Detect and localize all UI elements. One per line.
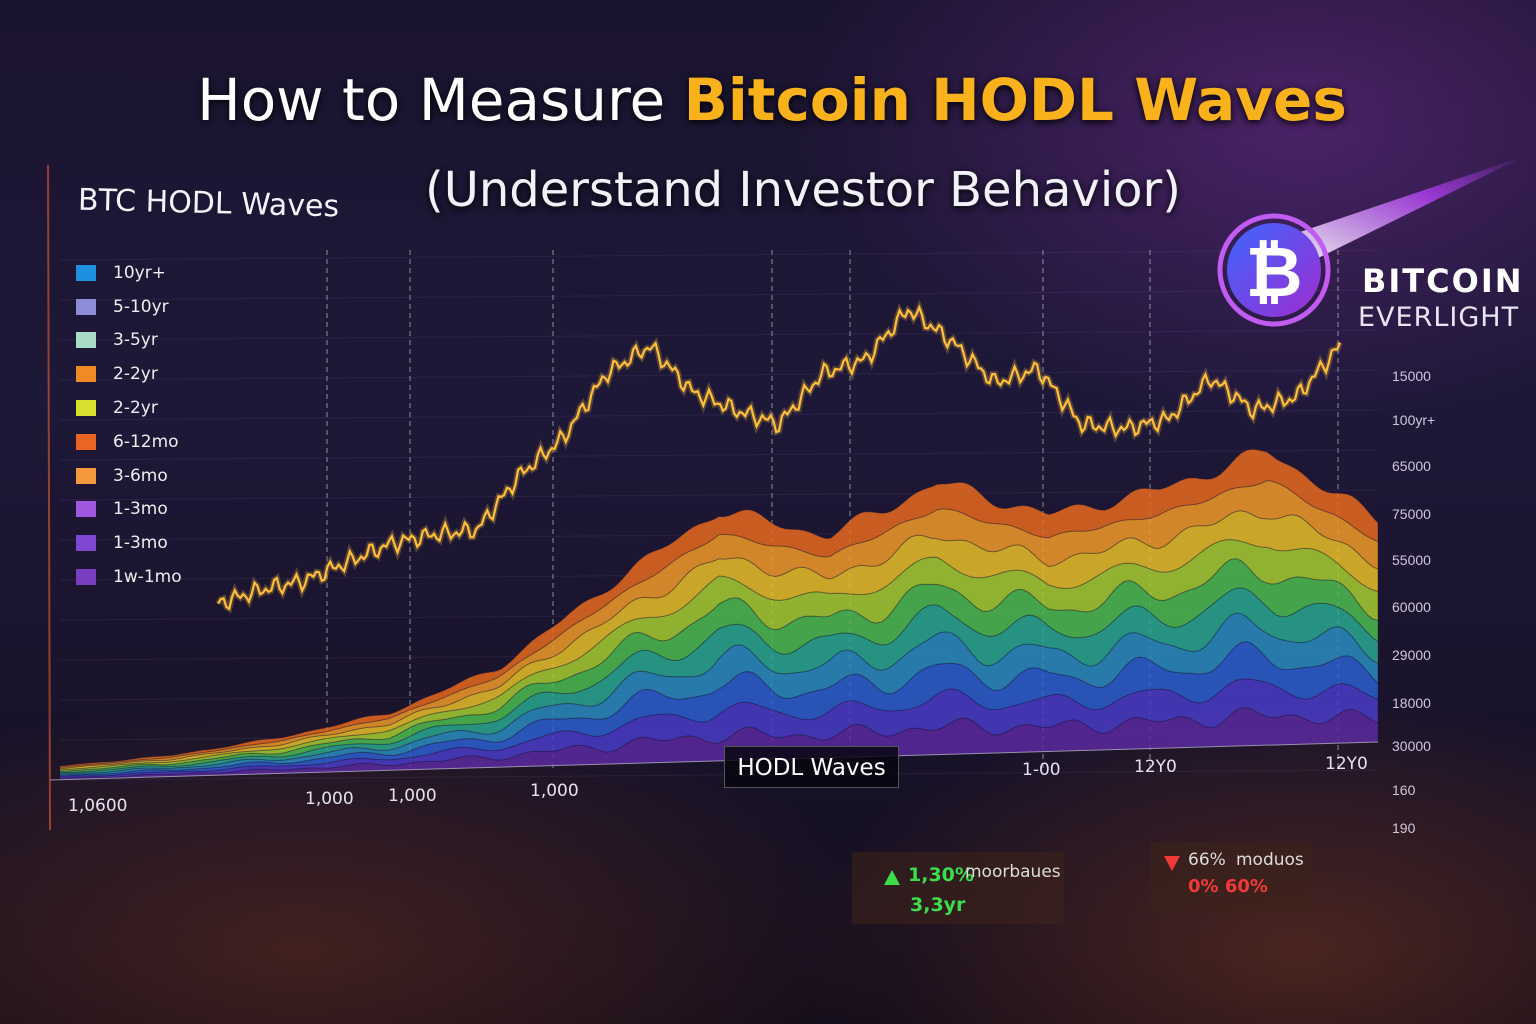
stat-up-value: 1,30% [908,864,974,886]
legend-item: 2-2yr [76,391,182,425]
x-tick-label: 1,000 [305,789,354,809]
legend-swatch [76,264,96,281]
price-line-group [215,299,1343,614]
y-tick-label: 65000 [1392,458,1431,474]
legend-item: 10yr+ [76,256,182,290]
price-line [217,304,1342,611]
hodl-waves-label: HODL Waves [724,746,899,788]
x-tick-label: 1-00 [1022,760,1061,780]
legend-swatch [76,535,96,552]
stacked-bands [59,448,1379,781]
legend-item: 6-12mo [76,425,182,459]
legend-label: 10yr+ [113,262,166,283]
hodl-band [59,448,1379,768]
title-highlight: Bitcoin HODL Waves [683,66,1347,134]
brand-name-line1: BITCOIN [1362,262,1524,300]
legend-label: 6-12mo [113,431,179,452]
x-tick-label: 1,000 [388,786,437,806]
legend-label: 2-2yr [113,398,158,419]
x-tick-label: 12Y0 [1325,754,1368,774]
x-tick-label: 1,000 [530,781,579,801]
y-tick-label: 100yr+ [1392,412,1436,428]
legend-item: 3-6mo [76,459,182,493]
legend-item: 1w-1mo [76,560,182,594]
grid-line-h [59,249,1379,261]
comet-trail [1300,156,1525,262]
grid-line-h [59,289,1379,301]
y-tick-label: 29000 [1392,647,1431,663]
legend-label: 1-3mo [113,533,168,554]
title-plain: How to Measure [197,66,684,134]
y-tick-label: 75000 [1392,506,1431,522]
y-tick-label: 30000 [1392,738,1431,754]
legend-swatch [76,366,96,383]
legend-swatch [76,467,96,484]
legend-label: 1-3mo [113,499,168,520]
y-tick-label: 18000 [1392,695,1431,711]
legend-swatch [76,569,96,586]
x-axis-line [49,741,1379,781]
bitcoin-logo: ₿ [1212,212,1342,336]
page-subtitle: (Understand Investor Behavior) [425,162,1181,218]
legend-label: 5-10yr [113,296,169,317]
grid-line-h [59,329,1379,341]
legend-swatch [76,433,96,450]
grid-line-h [59,769,1379,781]
legend-item: 3-5yr [76,324,182,358]
triangle-down-icon [1164,856,1180,871]
legend-item: 2-2yr [76,357,182,391]
grid-line-h [59,369,1379,381]
stat-down-sub: 0% 60% [1188,876,1268,897]
y-tick-label: 15000 [1392,368,1431,384]
triangle-up-icon [884,870,900,885]
stat-down-label: moduos [1236,850,1304,870]
grid-line-h [59,409,1379,421]
chart-title: BTC HODL Waves [77,182,340,225]
legend-swatch [76,400,96,417]
stat-down-card: 66% moduos 0% 60% [1150,842,1310,912]
stat-up-sub: 3,3yr [910,894,966,916]
legend-label: 3-5yr [113,330,158,351]
page-title: How to Measure Bitcoin HODL Waves [0,66,1536,134]
y-tick-label: 55000 [1392,552,1431,568]
stat-up-label: moorbaues [965,862,1061,882]
legend-label: 2-2yr [113,364,158,385]
legend-label: 3-6mo [113,465,168,486]
legend-swatch [76,501,96,518]
x-tick-label: 12Y0 [1134,757,1177,777]
y-tick-label: 190 [1392,820,1416,836]
legend-label: 1w-1mo [113,567,182,588]
legend-item: 5-10yr [76,290,182,324]
stat-up-card: 1,30% moorbaues 3,3yr [852,852,1064,924]
brand-name-line2: EVERLIGHT [1358,302,1520,333]
x-tick-label: 1,0600 [68,796,128,816]
chart-left-axis [47,164,51,831]
y-tick-label: 160 [1392,782,1416,798]
legend-swatch [76,298,96,315]
y-tick-label: 60000 [1392,599,1431,615]
legend-swatch [76,332,96,349]
grid-line-h [59,449,1379,461]
bitcoin-symbol: ₿ [1245,231,1302,313]
chart-legend: 10yr+ 5-10yr 3-5yr 2-2yr 2-2yr 6-12mo 3-6mo 1-3… [76,256,182,594]
legend-item: 1-3mo [76,493,182,527]
stat-down-value: 66% [1188,850,1226,870]
legend-item: 1-3mo [76,526,182,560]
